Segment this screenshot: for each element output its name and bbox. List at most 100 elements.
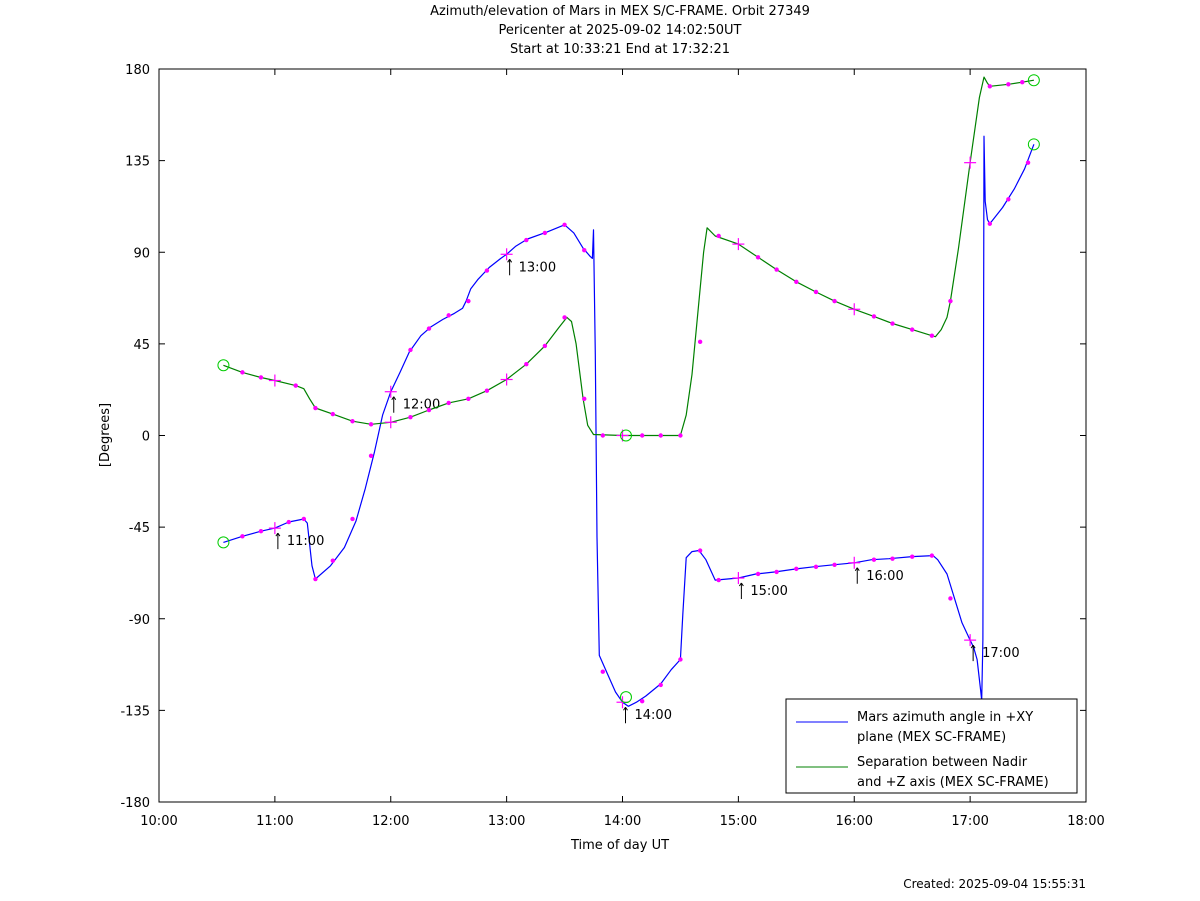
data-point-separation [240,370,245,375]
data-point-azimuth [330,558,336,563]
hour-label-stem [970,644,974,649]
data-point-azimuth [408,347,413,353]
data-point-separation [582,396,587,402]
hour-label-stem [391,396,395,401]
x-tick-label: 10:00 [140,814,177,829]
data-point-separation [678,433,683,438]
data-point-azimuth [813,564,819,570]
hour-label-stem [393,396,397,401]
data-point-azimuth [987,221,993,226]
y-tick-label: 180 [125,63,150,78]
data-point-separation [716,233,721,239]
data-point-separation [813,289,819,295]
data-point-separation [466,396,471,402]
x-tick-label: 12:00 [372,814,409,829]
hour-label: 13:00 [519,260,556,275]
hour-label-stem [972,644,976,649]
data-point-separation [832,298,837,304]
data-point-separation [755,255,761,260]
y-tick-label: -180 [120,796,150,811]
data-point-azimuth [1025,160,1031,165]
data-point-azimuth [716,577,721,583]
x-axis-label: Time of day UT [570,838,669,853]
legend-label-separation-line-2: and +Z axis (MEX SC-FRAME) [857,775,1049,790]
start-marker-separation [217,359,230,372]
pericenter-marker-azimuth [619,691,632,704]
legend-label-azimuth-line-1: Mars azimuth angle in +XY [857,710,1033,725]
legend: Mars azimuth angle in +XY plane (MEX SC-… [785,698,1078,794]
y-tick-label: 0 [142,430,150,445]
data-point-azimuth [794,566,799,572]
hour-label: 16:00 [866,569,903,584]
data-point-separation [408,414,413,420]
data-point-azimuth [562,222,567,227]
data-point-separation [658,433,663,438]
hour-label: 14:00 [635,708,672,723]
data-point-azimuth [697,548,703,553]
data-point-separation [542,343,548,349]
series-line-azimuth [223,135,1035,707]
data-point-azimuth [890,556,895,561]
y-tick-label: 90 [133,246,150,261]
data-point-separation [293,383,298,388]
data-point-azimuth [524,237,529,243]
start-marker-azimuth [217,536,230,549]
data-point-separation [794,279,799,284]
data-point-azimuth [368,453,374,459]
chart-title-line-2: Pericenter at 2025-09-02 14:02:50UT [498,23,742,38]
data-point-azimuth [774,569,779,575]
data-point-separation [368,422,374,427]
hour-label: 17:00 [982,646,1019,661]
data-point-azimuth [446,313,451,318]
hour-label: 12:00 [403,398,440,413]
pericenter-marker-separation [619,429,632,442]
series-line-separation [223,76,1035,437]
data-point-azimuth [286,519,291,525]
data-point-azimuth [313,576,318,582]
data-point-azimuth [871,557,877,562]
data-point-separation [426,407,432,413]
data-point-azimuth [258,528,264,534]
x-tick-label: 13:00 [488,814,525,829]
plot-layer: 10:00 11:00 12:00 13:00 14:00 15:00 16:00 17:00… [120,63,1104,829]
end-marker-azimuth [1027,138,1040,151]
hour-label-stem [509,259,513,263]
legend-label-separation-line-1: Separation between Nadir [857,755,1028,770]
x-tick-label: 17:00 [951,814,988,829]
data-point-separation [639,433,645,438]
hour-label-stem [623,706,626,711]
hour-label-stem [854,567,858,572]
data-point-separation [350,419,355,424]
data-point-azimuth [909,554,915,559]
legend-box [785,698,1078,794]
data-point-azimuth [600,669,606,674]
created-timestamp: Created: 2025-09-04 15:55:31 [903,877,1086,891]
end-marker-separation [1027,74,1040,87]
data-point-azimuth [832,562,837,567]
data-point-azimuth [301,516,307,522]
y-axis-label: [Degrees] [98,403,113,467]
data-point-separation [774,267,779,272]
data-point-azimuth [678,657,683,662]
legend-label-azimuth-line-2: plane (MEX SC-FRAME) [857,730,1006,745]
data-point-separation [697,339,703,345]
data-point-azimuth [350,516,355,522]
data-point-separation [562,315,567,320]
data-point-azimuth [240,534,245,539]
data-point-azimuth [484,268,490,273]
data-point-separation [1020,80,1025,85]
data-point-separation [313,405,318,411]
data-point-separation [871,314,877,319]
data-point-separation [890,321,895,326]
data-point-azimuth [639,699,645,704]
hour-label-stem [738,582,742,587]
hour-label-stem [625,706,628,711]
data-point-separation [524,362,529,367]
chart-title-line-3: Start at 10:33:21 End at 17:32:21 [509,42,731,57]
y-tick-label: 45 [133,338,150,353]
hour-label-stem [277,532,281,537]
hour-label-stem [507,259,511,263]
data-point-azimuth [755,571,761,577]
data-point-azimuth [1006,197,1011,202]
x-tick-label: 11:00 [256,814,293,829]
